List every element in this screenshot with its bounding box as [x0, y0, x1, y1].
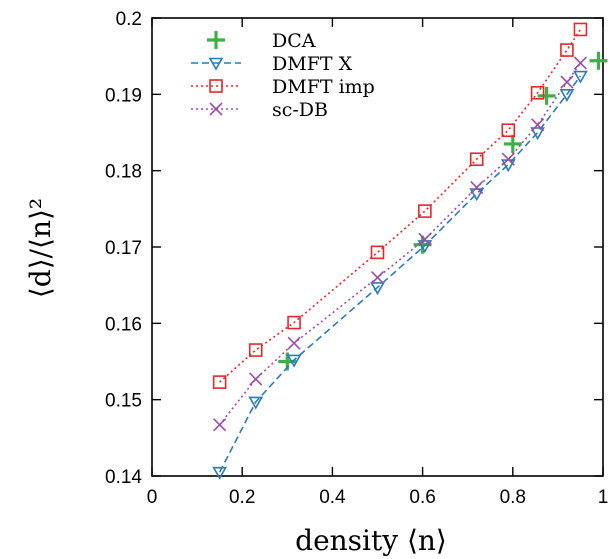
marker-stroke [249, 372, 263, 386]
x-tick-label: 0.4 [319, 487, 346, 508]
series-line [218, 75, 582, 473]
data-point-x-marker [287, 336, 301, 350]
y-tick-label: 0.15 [105, 391, 142, 412]
data-point-x-marker [501, 152, 515, 166]
legend-entry: DMFT imp [191, 76, 375, 98]
data-point-triangle-marker [530, 127, 545, 141]
data-point-square-marker [418, 204, 432, 218]
legend-entry: sc-DB [191, 99, 328, 121]
data-point-triangle-marker [370, 282, 385, 296]
x-tick-label: 0 [147, 487, 158, 508]
marker-stroke [560, 75, 574, 89]
data-point-triangle-marker [212, 466, 228, 480]
x-tick-label: 0.6 [409, 487, 435, 508]
data-point-x-marker [370, 270, 385, 285]
axes: 0 0.2 0.4 0.6 0.8 1 0.14 0.15 0.16 0.17 0.18 0.19 0.… [105, 9, 608, 508]
legend-label: DMFT imp [272, 76, 375, 98]
marker-stroke [470, 180, 484, 195]
data-point-plus-marker [589, 51, 608, 70]
data-point-triangle-marker [573, 70, 588, 84]
x-tick-label: 1 [598, 487, 609, 508]
data-point-x-marker [213, 418, 227, 432]
marker-stroke [209, 102, 223, 116]
data-point-triangle-marker [248, 396, 264, 410]
series-line [219, 29, 582, 383]
marker-stroke [370, 270, 385, 285]
data-point-square-marker [469, 152, 484, 167]
marker-stroke [573, 56, 588, 70]
data-point-square-marker [530, 86, 545, 100]
marker-stroke [418, 232, 432, 246]
legend-entry: DCA [207, 30, 316, 52]
data-point-square-marker [209, 79, 223, 93]
data-point-square-marker [212, 375, 227, 389]
x-tick-label: 0.2 [229, 487, 255, 508]
x-tick-label: 0.8 [500, 487, 526, 508]
data-point-plus-marker [503, 134, 522, 153]
y-tick-label: 0.14 [105, 467, 142, 488]
data-point-plus-marker [207, 31, 225, 49]
data-point-square-marker [370, 245, 385, 260]
data-point-x-marker [470, 180, 484, 195]
data-point-triangle-marker [469, 188, 485, 202]
series-dmft-imp [212, 22, 588, 389]
marker-stroke [287, 336, 301, 350]
series-layer [212, 22, 608, 480]
x-axis-label: density ⟨n⟩ [295, 524, 447, 557]
y-tick-label: 0.16 [105, 314, 142, 335]
marker-stroke [531, 118, 545, 132]
data-point-plus-marker [537, 86, 556, 105]
data-point-x-marker [531, 118, 545, 132]
data-point-x-marker [418, 232, 432, 246]
marker-stroke [501, 152, 515, 166]
data-point-x-marker [560, 75, 574, 89]
data-point-square-marker [501, 123, 516, 138]
data-point-triangle-marker [286, 354, 302, 368]
data-point-x-marker [249, 372, 263, 386]
data-point-x-marker [573, 56, 588, 70]
y-tick-label: 0.2 [116, 9, 142, 30]
data-point-square-marker [287, 315, 301, 330]
data-point-square-marker [560, 43, 574, 57]
data-point-square-marker [248, 343, 263, 357]
data-point-triangle-marker [208, 57, 224, 71]
series-sc-db [213, 56, 588, 432]
data-point-square-marker [573, 22, 588, 37]
y-tick-label: 0.18 [105, 162, 142, 183]
legend-label: DMFT X [272, 53, 353, 75]
legend-entry: DMFT X [191, 53, 353, 75]
marker-stroke [213, 418, 227, 432]
data-point-triangle-marker [417, 240, 433, 254]
y-tick-label: 0.19 [105, 85, 142, 106]
data-point-triangle-marker [559, 89, 575, 102]
y-tick-label: 0.17 [105, 238, 142, 259]
y-axis-label: ⟨d⟩/⟨n⟩² [24, 198, 57, 298]
data-point-x-marker [209, 102, 223, 116]
legend-label: DCA [272, 30, 316, 52]
series-dmft-x [212, 70, 588, 480]
legend-label: sc-DB [272, 99, 328, 121]
